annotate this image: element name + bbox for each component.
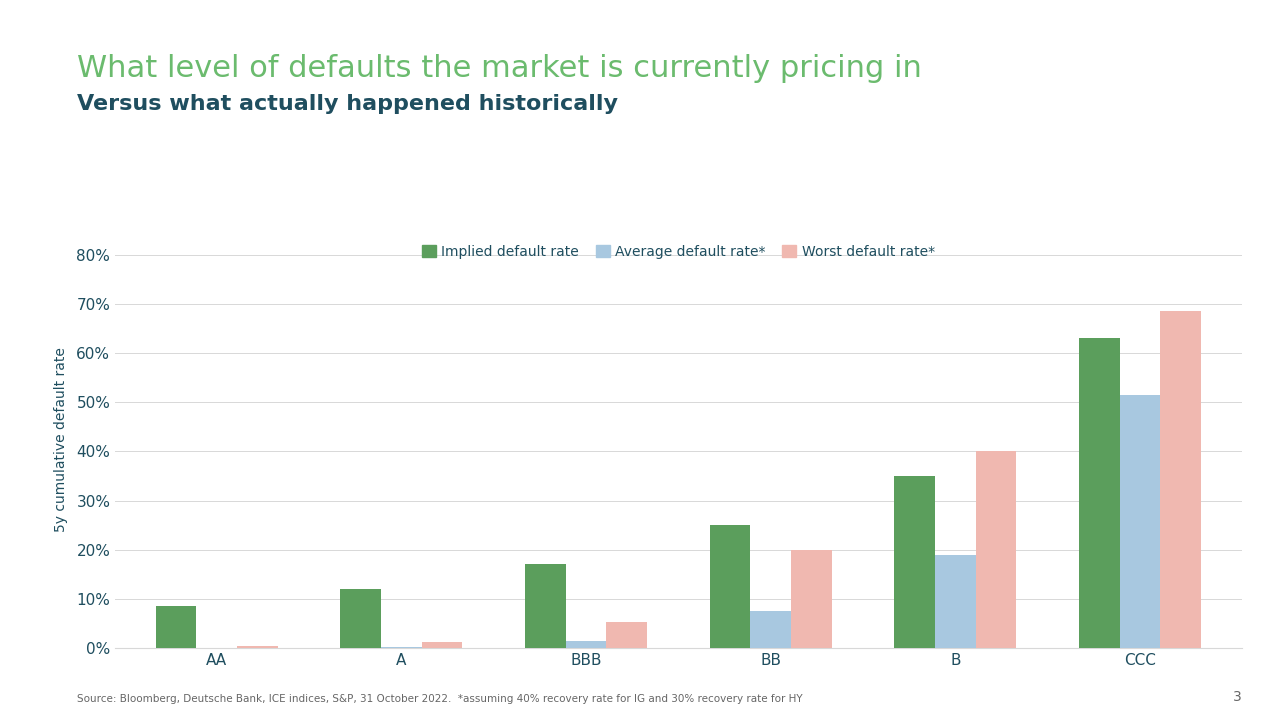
Bar — [1161, 312, 1201, 648]
Bar — [1079, 338, 1120, 648]
Bar — [750, 611, 791, 648]
Bar — [975, 451, 1016, 648]
Text: Versus what actually happened historically: Versus what actually happened historical… — [77, 94, 618, 114]
Bar — [936, 554, 975, 648]
Bar — [607, 622, 646, 648]
Bar — [710, 525, 750, 648]
Text: What level of defaults the market is currently pricing in: What level of defaults the market is cur… — [77, 54, 922, 83]
Legend: Implied default rate, Average default rate*, Worst default rate*: Implied default rate, Average default ra… — [416, 240, 941, 264]
Bar — [895, 476, 936, 648]
Bar — [381, 647, 421, 648]
Y-axis label: 5y cumulative default rate: 5y cumulative default rate — [54, 347, 68, 531]
Bar — [525, 564, 566, 648]
Bar — [237, 646, 278, 648]
Text: Source: Bloomberg, Deutsche Bank, ICE indices, S&P, 31 October 2022.  *assuming : Source: Bloomberg, Deutsche Bank, ICE in… — [77, 694, 803, 704]
Bar — [340, 589, 381, 648]
Text: 3: 3 — [1233, 690, 1242, 704]
Bar — [421, 642, 462, 648]
Bar — [566, 641, 607, 648]
Bar — [1120, 395, 1161, 648]
Bar — [156, 606, 196, 648]
Bar — [791, 550, 832, 648]
